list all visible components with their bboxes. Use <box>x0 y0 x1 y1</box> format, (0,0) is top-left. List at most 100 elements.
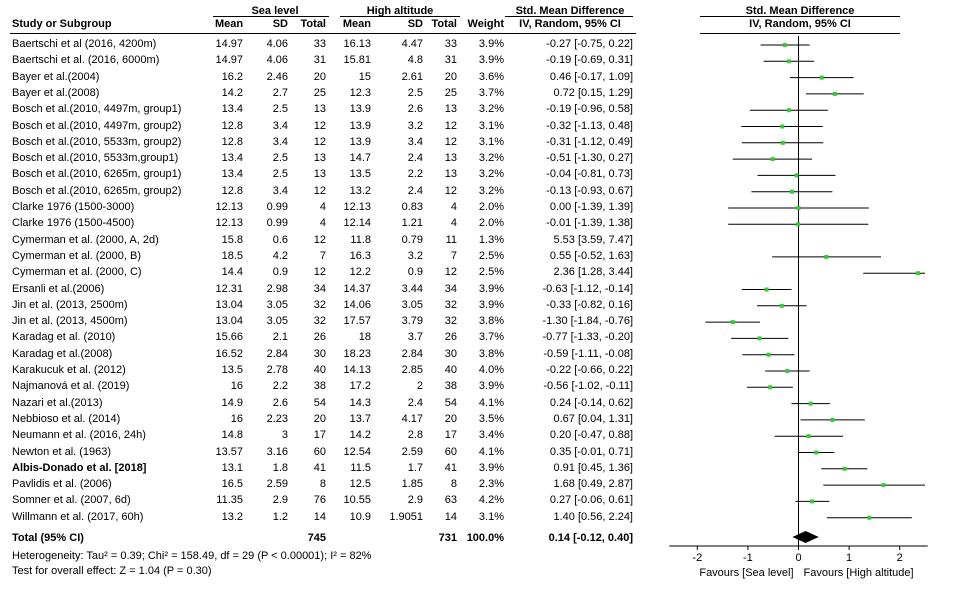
weight-value: 2.3% <box>478 478 504 491</box>
total2-value: 8 <box>450 478 457 491</box>
smd-ci-value: 2.36 [1.28, 3.44] <box>553 266 633 279</box>
sd2-value: 1.9051 <box>389 510 423 523</box>
total1-value: 20 <box>313 412 326 425</box>
total2-value: 7 <box>450 249 457 262</box>
mean2-value: 12.5 <box>349 478 371 491</box>
total1-value: 26 <box>313 331 326 344</box>
mean1-value: 12.13 <box>215 201 243 213</box>
study-name: Cymerman et al. (2000, C) <box>12 266 142 279</box>
x-tick-label: -2 <box>692 552 702 564</box>
x-tick-label: 1 <box>846 552 852 564</box>
point-estimate <box>780 140 785 145</box>
mean1-value: 12.8 <box>221 135 243 148</box>
sd2-value: 2.61 <box>401 70 423 83</box>
mean2-value: 17.57 <box>343 315 371 328</box>
total1-value: 12 <box>313 135 326 148</box>
plot-header-rule <box>700 33 900 34</box>
study-name: Ersanli et al.(2006) <box>12 282 105 295</box>
point-estimate <box>810 499 815 504</box>
mean1-value: 14.8 <box>221 429 243 442</box>
total1-value: 12 <box>313 184 326 197</box>
smd-ci-value: 0.35 [-0.01, 0.71] <box>549 445 633 458</box>
mean2-value: 13.7 <box>349 412 371 425</box>
point-estimate <box>794 173 799 178</box>
total1-value: 12 <box>313 119 326 132</box>
weight-value: 3.8% <box>478 315 504 328</box>
total1-value: 17 <box>313 429 326 442</box>
x-tick-label: 0 <box>795 552 801 564</box>
total1-value: 13 <box>313 152 326 165</box>
sd2-value: 3.2 <box>407 119 423 132</box>
total1-value: 54 <box>313 396 326 409</box>
smd-ci-value: -0.22 [-0.66, 0.22] <box>546 364 633 376</box>
total1-value: 32 <box>313 315 326 328</box>
point-estimate <box>814 450 819 455</box>
mean2-value: 14.2 <box>349 429 371 442</box>
total2-value: 60 <box>444 445 457 458</box>
point-estimate <box>832 91 837 96</box>
mean2-value: 16.13 <box>343 38 371 50</box>
sd1-value: 2.98 <box>266 282 288 295</box>
total2-value: 32 <box>444 315 457 328</box>
study-name: Willmann et al. (2017, 60h) <box>12 510 144 523</box>
mean2-value: 12.54 <box>343 445 371 458</box>
mean2-value: 14.37 <box>343 282 371 295</box>
point-estimate <box>730 320 735 325</box>
sd1-value: 3.16 <box>266 445 288 458</box>
study-name: Bosch et al.(2010, 6265m, group1) <box>12 168 182 181</box>
sd1-value: 3.05 <box>266 315 288 328</box>
total1-value: 20 <box>313 70 326 83</box>
weight-value: 3.9% <box>478 298 504 311</box>
smd-ci-value: -0.63 [-1.12, -0.14] <box>542 282 634 295</box>
total1-value: 4 <box>319 217 326 230</box>
mean1-value: 16.52 <box>215 347 243 360</box>
study-name: Cymerman et al. (2000, A, 2d) <box>12 233 159 246</box>
sd2-value: 2.4 <box>407 184 423 197</box>
sd1-value: 0.9 <box>272 266 288 279</box>
study-name: Jin et al. (2013, 2500m) <box>12 298 128 311</box>
smd-ci-value: 5.53 [3.59, 7.47] <box>553 233 633 246</box>
col-header-weight: Weight <box>467 18 504 30</box>
mean2-value: 15 <box>358 70 371 83</box>
weight-value: 4.1% <box>478 445 504 458</box>
smd-ci-value: 0.55 [-0.52, 1.63] <box>549 249 633 262</box>
sd2-value: 1.85 <box>401 478 423 491</box>
mean1-value: 16.5 <box>221 478 243 491</box>
study-name: Bosch et al.(2010, 5533m, group2) <box>12 135 182 148</box>
mean1-value: 18.5 <box>221 249 243 262</box>
point-estimate <box>795 222 800 227</box>
sd1-value: 2.2 <box>272 380 288 393</box>
weight-value: 4.2% <box>478 494 504 507</box>
mean1-value: 13.4 <box>221 168 243 181</box>
col-header-mean2: Mean <box>342 18 371 30</box>
weight-value: 2.5% <box>478 249 504 262</box>
weight-value: 4.1% <box>478 396 504 409</box>
smd-ci-value: -0.32 [-1.13, 0.48] <box>546 119 633 132</box>
total1-value: 41 <box>313 461 326 474</box>
smd-ci-value: 0.91 [0.45, 1.36] <box>553 461 633 474</box>
total1-value: 12 <box>313 266 326 279</box>
total2-value: 12 <box>444 184 457 197</box>
mean1-value: 14.4 <box>221 266 243 279</box>
total1-value: 8 <box>319 478 326 491</box>
mean1-value: 13.1 <box>221 461 243 474</box>
sd2-value: 2.85 <box>401 364 423 376</box>
total2-value: 11 <box>445 233 457 246</box>
col-header-mean1: Mean <box>215 18 244 30</box>
total2-value: 31 <box>444 54 457 67</box>
total1-value: 38 <box>313 380 326 393</box>
sd2-value: 1.7 <box>407 461 423 474</box>
favours-right-label: Favours [High altitude] <box>804 567 914 579</box>
table-header-rule <box>10 33 636 34</box>
study-name: Newton et al. (1963) <box>12 445 112 458</box>
weight-value: 3.9% <box>478 461 504 474</box>
total2-value: 12 <box>444 135 457 148</box>
weight-value: 1.3% <box>478 233 504 246</box>
study-name: Nebbioso et al. (2014) <box>12 412 121 425</box>
weight-value: 3.1% <box>478 135 504 148</box>
weight-value: 3.8% <box>478 347 504 360</box>
smd-ci-value: -0.13 [-0.93, 0.67] <box>546 184 633 197</box>
smd-ci-value: -0.33 [-0.82, 0.16] <box>546 298 633 311</box>
total1-value: 13 <box>313 103 326 116</box>
sd2-value: 2.4 <box>407 396 423 409</box>
